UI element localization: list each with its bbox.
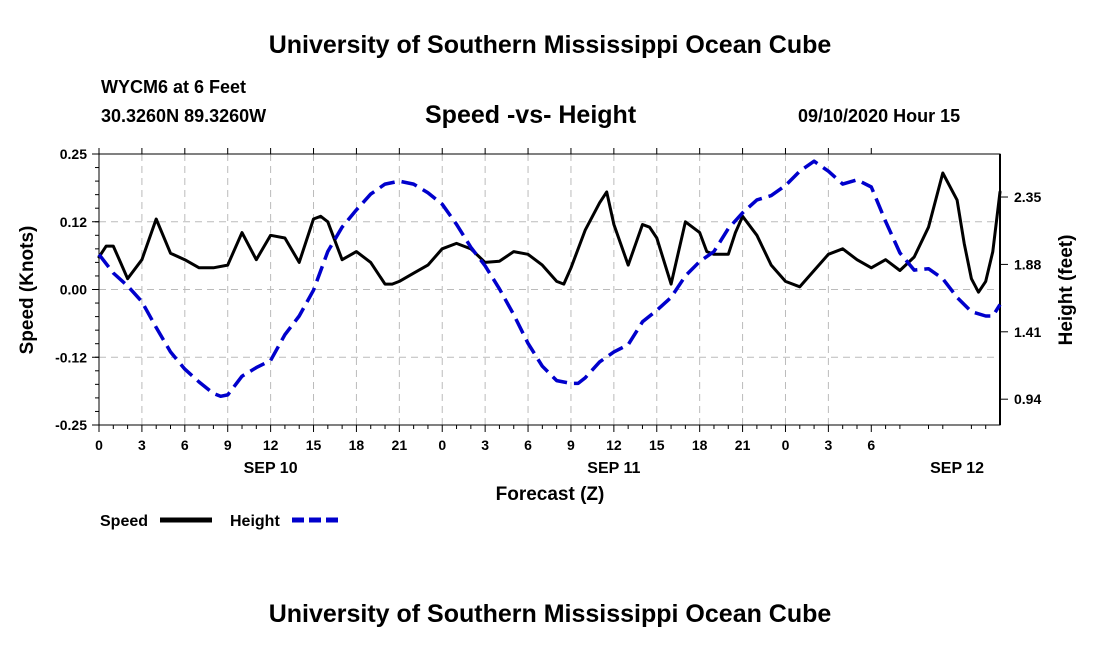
station-coordinates: 30.3260N 89.3260W [101, 106, 267, 126]
x-tick-label: 0 [438, 437, 446, 453]
chart-title: Speed -vs- Height [425, 101, 637, 129]
y2-tick-label: 0.94 [1014, 391, 1041, 407]
day-label: SEP 11 [587, 460, 640, 477]
axis-ticks [92, 148, 1008, 432]
x-tick-label: 9 [567, 437, 575, 453]
x-axis-label: Forecast (Z) [496, 484, 605, 505]
y2-tick-label: 2.35 [1014, 189, 1041, 205]
height-line [97, 159, 1002, 399]
x-tick-label: 12 [606, 437, 622, 453]
y-tick-label: -0.12 [55, 349, 87, 365]
bottom-title: University of Southern Mississippi Ocean… [268, 600, 832, 628]
y-tick-label: 0.12 [60, 214, 87, 230]
forecast-date: 09/10/2020 Hour 15 [798, 106, 961, 126]
x-tick-label: 3 [138, 437, 146, 453]
y2-axis-label: Height (feet) [1056, 235, 1077, 346]
speed-line [97, 171, 1002, 294]
x-tick-label: 18 [692, 437, 708, 453]
x-tick-label: 15 [649, 437, 665, 453]
x-tick-label: 0 [95, 437, 103, 453]
x-tick-label: 21 [392, 437, 408, 453]
day-label: SEP 10 [244, 460, 298, 477]
top-title: University of Southern Mississippi Ocean… [268, 31, 832, 59]
legend-label-height: Height [230, 513, 280, 530]
x-tick-label: 6 [181, 437, 189, 453]
y-axis-label: Speed (Knots) [17, 226, 38, 355]
station-name: WYCM6 at 6 Feet [101, 77, 247, 97]
day-label: SEP 12 [930, 460, 984, 477]
x-tick-label: 12 [263, 437, 279, 453]
x-tick-label: 6 [524, 437, 532, 453]
series-layer [97, 159, 1002, 399]
y2-tick-label: 1.88 [1014, 256, 1041, 272]
legend-label-speed: Speed [100, 513, 148, 530]
x-tick-label: 3 [824, 437, 832, 453]
legend: Speed Height [100, 513, 342, 530]
x-tick-label: 3 [481, 437, 489, 453]
y-tick-label: 0.25 [60, 146, 87, 162]
x-tick-label: 18 [349, 437, 365, 453]
x-tick-label: 6 [867, 437, 875, 453]
x-tick-label: 9 [224, 437, 232, 453]
y-tick-label: 0.00 [60, 282, 87, 298]
x-tick-label: 15 [306, 437, 322, 453]
x-tick-label: 0 [782, 437, 790, 453]
y-tick-label: -0.25 [55, 417, 87, 433]
axis-labels: 0 3 6 9 12 15 18 21 0 3 6 9 12 15 18 21 0 3 6 SEP 10 SEP 11 S… [55, 146, 1041, 477]
x-tick-label: 21 [735, 437, 751, 453]
y2-tick-label: 1.41 [1014, 324, 1041, 340]
